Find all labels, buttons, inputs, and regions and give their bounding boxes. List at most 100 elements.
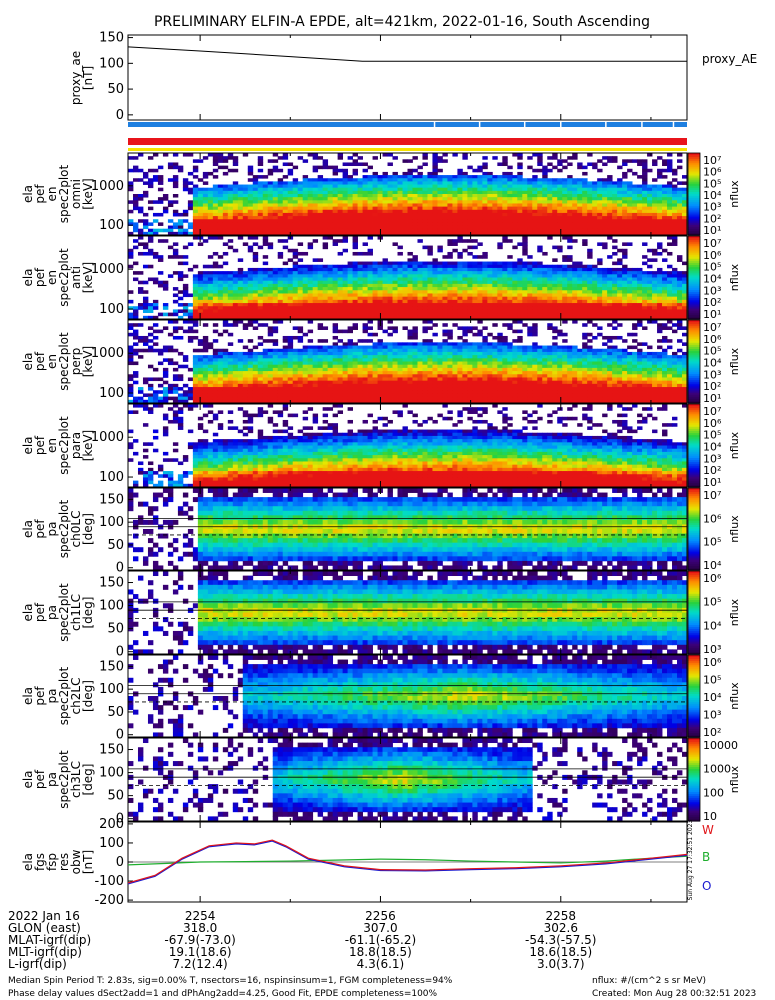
- spectrogram-pixel: [297, 197, 304, 201]
- spectrogram-pixel: [357, 267, 363, 272]
- spectrogram-pixel: [637, 296, 643, 301]
- spectrogram-pixel: [382, 231, 388, 236]
- spectrogram-pixel: [657, 299, 663, 304]
- spectrogram-pixel: [612, 280, 618, 285]
- spectrogram-pixel: [517, 165, 523, 170]
- spectrogram-pixel: [207, 315, 214, 320]
- spectrogram-pixel: [502, 293, 508, 298]
- spectrogram-pixel: [442, 255, 448, 259]
- spectrogram-pixel: [662, 287, 668, 291]
- spectrogram-pixel: [437, 200, 443, 204]
- spectrogram-pixel: [247, 206, 254, 211]
- spectrogram-pixel: [437, 283, 443, 288]
- spectrogram-pixel: [322, 283, 329, 288]
- spectrogram-pixel: [562, 206, 568, 211]
- spectrogram-pixel: [342, 184, 349, 189]
- spectrogram-pixel: [262, 383, 269, 388]
- spectrogram-pixel: [487, 306, 493, 310]
- spectrogram-pixel: [387, 296, 393, 301]
- spectrogram-pixel: [227, 312, 234, 317]
- spectrogram-pixel: [207, 306, 214, 310]
- spectrogram-pixel: [322, 194, 329, 198]
- spectrogram-pixel: [442, 309, 448, 314]
- spectrogram-pixel: [297, 267, 304, 272]
- spectrogram-pixel: [622, 299, 628, 304]
- spectrogram-pixel: [202, 222, 209, 226]
- spectrogram-pixel: [357, 206, 363, 211]
- spectrogram-pixel: [537, 261, 543, 266]
- spectrogram-pixel: [512, 245, 518, 250]
- spectrogram-pixel: [372, 175, 378, 179]
- spectrogram-pixel: [267, 361, 274, 366]
- spectrogram-pixel: [557, 290, 563, 294]
- spectrogram-pixel: [187, 206, 194, 211]
- spectrogram-pixel: [482, 283, 488, 288]
- spectrogram-pixel: [582, 203, 588, 208]
- spectrogram-pixel: [627, 190, 633, 195]
- spectrogram-pixel: [332, 181, 339, 185]
- spectrogram-pixel: [622, 181, 628, 185]
- colorbar-segment: [688, 285, 700, 289]
- spectrogram-pixel: [362, 178, 368, 182]
- spectrogram-pixel: [487, 267, 493, 272]
- spectrogram-pixel: [417, 267, 423, 272]
- spectrogram-pixel: [292, 251, 299, 256]
- spectrogram-pixel: [152, 342, 159, 346]
- spectrogram-pixel: [397, 181, 403, 185]
- spectrogram-pixel: [262, 236, 269, 240]
- spectrogram-pixel: [487, 315, 493, 320]
- spectrogram-pixel: [497, 277, 503, 282]
- spectrogram-pixel: [597, 194, 603, 198]
- spectrogram-pixel: [527, 306, 533, 310]
- spectrogram-pixel: [182, 306, 189, 310]
- spectrogram-pixel: [447, 209, 453, 214]
- spectrogram-pixel: [207, 212, 214, 217]
- spectrogram-pixel: [622, 303, 628, 307]
- spectrogram-pixel: [247, 231, 254, 236]
- spectrogram-pixel: [542, 283, 548, 288]
- spectrogram-pixel: [417, 197, 423, 201]
- spectrogram-pixel: [222, 293, 229, 298]
- spectrogram-pixel: [182, 364, 189, 369]
- spectrogram-pixel: [537, 264, 543, 269]
- spectrogram-pixel: [227, 190, 234, 195]
- spectrogram-pixel: [532, 187, 538, 192]
- spectrogram-pixel: [287, 339, 294, 343]
- spectrogram-pixel: [462, 197, 468, 201]
- spectrogram-pixel: [652, 274, 658, 278]
- spectrogram-pixel: [622, 287, 628, 291]
- spectrogram-pixel: [142, 264, 149, 269]
- spectrogram-pixel: [602, 267, 608, 272]
- spectrogram-pixel: [492, 315, 498, 320]
- spectrogram-pixel: [637, 287, 643, 291]
- spectrogram-pixel: [217, 306, 224, 310]
- spectrogram-pixel: [377, 264, 383, 269]
- spectrogram-pixel: [657, 194, 663, 198]
- spectrogram-pixel: [512, 293, 518, 298]
- spectrogram-pixel: [387, 293, 393, 298]
- spectrogram-pixel: [572, 239, 578, 243]
- spectrogram-pixel: [352, 312, 358, 317]
- spectrogram-pixel: [542, 184, 548, 189]
- spectrogram-pixel: [327, 303, 334, 307]
- spec-omni: 1000100elapefenspec2plotomni[keV]10⁷10⁶1…: [21, 152, 741, 237]
- spectrogram-pixel: [197, 290, 204, 294]
- spectrogram-pixel: [262, 280, 269, 285]
- spectrogram-pixel: [647, 225, 653, 230]
- spectrogram-pixel: [372, 312, 378, 317]
- spectrogram-pixel: [422, 219, 428, 223]
- spectrogram-pixel: [222, 312, 229, 317]
- spectrogram-pixel: [212, 162, 219, 167]
- spectrogram-pixel: [247, 361, 254, 366]
- spectrogram-pixel: [267, 380, 274, 385]
- spectrogram-pixel: [492, 200, 498, 204]
- spectrogram-pixel: [142, 377, 149, 382]
- spectrogram-pixel: [482, 178, 488, 182]
- spectrogram-pixel: [357, 222, 363, 226]
- spectrogram-pixel: [192, 367, 199, 372]
- spectrogram-pixel: [507, 216, 513, 220]
- spectrogram-pixel: [347, 306, 353, 310]
- spectrogram-pixel: [387, 197, 393, 201]
- spectrogram-pixel: [507, 293, 513, 298]
- spectrogram-pixel: [282, 293, 289, 298]
